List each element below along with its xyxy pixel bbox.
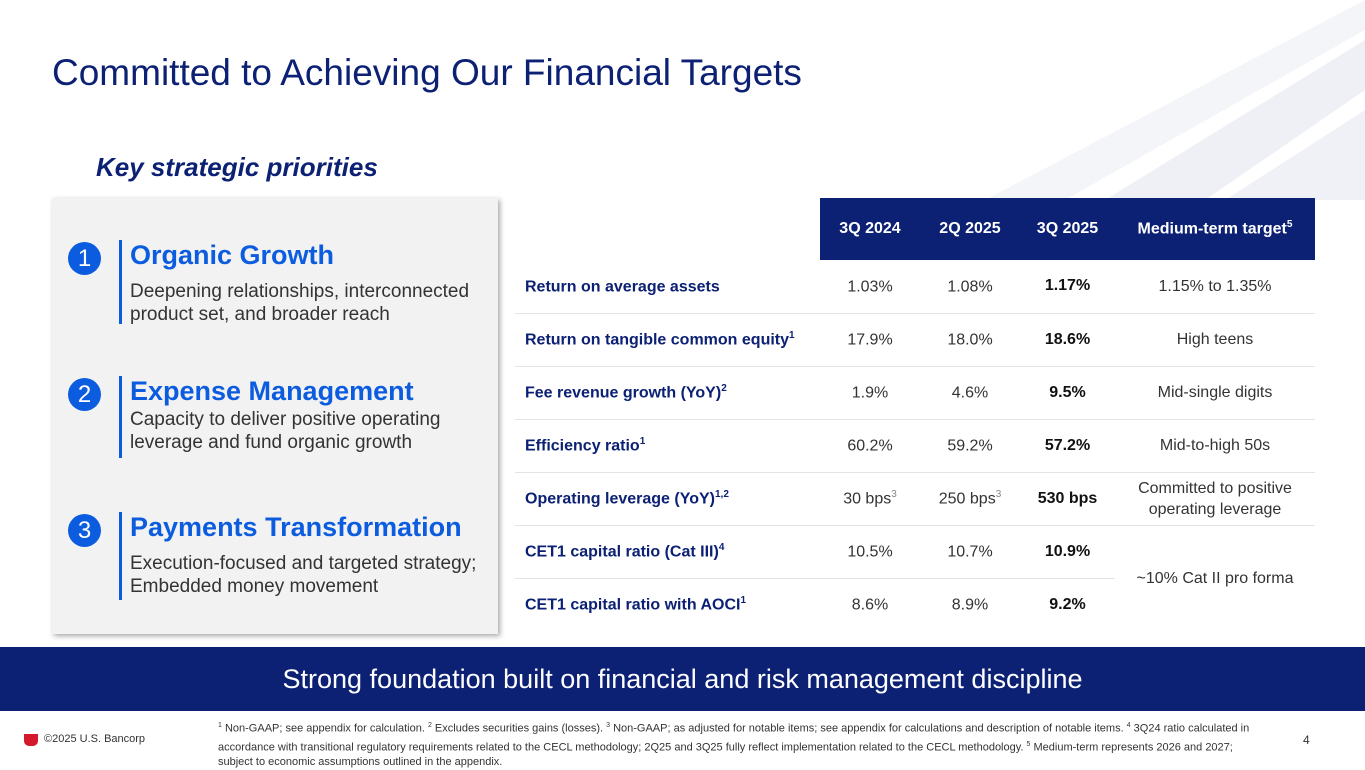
- metric-label: CET1 capital ratio with AOCI1: [525, 595, 746, 614]
- column-header: 3Q 2025: [1020, 198, 1115, 260]
- value-2q2025: 59.2%: [920, 419, 1020, 473]
- number-badge: 3: [68, 514, 101, 547]
- value-3q2024: 60.2%: [820, 419, 920, 473]
- value-3q2025: 57.2%: [1020, 419, 1115, 473]
- value-3q2024: 17.9%: [820, 313, 920, 367]
- value-3q2025: 9.5%: [1020, 366, 1115, 420]
- priorities-panel: 1 Organic Growth Deepening relationships…: [52, 198, 498, 634]
- medium-term-target: Mid-single digits: [1115, 366, 1315, 420]
- footnote-marker: 2: [427, 722, 432, 729]
- priority-heading: Payments Transformation: [130, 512, 462, 542]
- footnote-text: 3Q24 ratio calculated in accordance with…: [218, 722, 1250, 754]
- table-row: Operating leverage (YoY)1,2 30 bps3 250 bp…: [515, 472, 1315, 526]
- page-number: 4: [1303, 733, 1310, 747]
- metric-label: Return on tangible common equity1: [515, 313, 820, 367]
- footnote-text: Excludes securities gains (losses).: [431, 722, 607, 735]
- copyright: ©2025 U.S. Bancorp: [44, 733, 146, 745]
- section-subtitle: Key strategic priorities: [96, 152, 378, 182]
- footnote-marker: 4: [1126, 722, 1131, 729]
- footnote-text: Non-GAAP; see appendix for calculation.: [221, 722, 428, 735]
- value-2q2025: 10.7%: [920, 525, 1020, 579]
- metric-label: Return on average assets: [515, 260, 820, 314]
- table-row: CET1 capital ratio with AOCI1 8.6% 8.9% 9.2…: [515, 578, 1315, 631]
- page-title: Committed to Achieving Our Financial Tar…: [52, 52, 802, 93]
- value-3q2025: 530 bps: [1020, 472, 1115, 526]
- table-row: CET1 capital ratio (Cat III)4 10.5% 10.7% 1…: [515, 525, 1315, 587]
- number-badge: 2: [68, 378, 101, 411]
- metric-label: CET1 capital ratio (Cat III)4: [515, 525, 820, 579]
- medium-term-target: ~10% Cat II pro forma: [1136, 569, 1294, 587]
- value-3q2025: 1.17%: [1020, 260, 1115, 314]
- table-row: Efficiency ratio1 60.2% 59.2% 57.2% Mid-to-h…: [515, 419, 1315, 473]
- value-3q2024: 30 bps3: [820, 472, 920, 526]
- metric-label: Operating leverage (YoY)1,2: [515, 472, 820, 526]
- accent-bar: [119, 240, 122, 324]
- value-3q2025: 9.2%: [1049, 595, 1086, 613]
- priority-description: Capacity to deliver positive operating l…: [130, 409, 441, 453]
- priority-description: Deepening relationships, interconnected …: [130, 281, 470, 325]
- metric-label: Efficiency ratio1: [515, 419, 820, 473]
- value-3q2025: 10.9%: [1020, 525, 1115, 579]
- footnote-marker: 3: [606, 722, 611, 729]
- value-3q2025: 18.6%: [1020, 313, 1115, 367]
- value-2q2025: 4.6%: [920, 366, 1020, 420]
- medium-term-target: Mid-to-high 50s: [1115, 419, 1315, 473]
- value-3q2024: 10.5%: [820, 525, 920, 579]
- table-row: Fee revenue growth (YoY)2 1.9% 4.6% 9.5% Mid…: [515, 366, 1315, 420]
- column-header: Medium-term target5: [1115, 198, 1315, 260]
- value-2q2025: 18.0%: [920, 313, 1020, 367]
- value-3q2024: 1.03%: [820, 260, 920, 314]
- column-header: 3Q 2024: [820, 198, 920, 260]
- accent-bar: [119, 376, 122, 458]
- number-badge: 1: [68, 242, 101, 275]
- priority-heading: Organic Growth: [130, 240, 335, 270]
- value-3q2024: 8.6%: [851, 596, 889, 614]
- footnote-marker: 5: [1026, 740, 1031, 748]
- medium-term-target: 1.15% to 1.35%: [1115, 260, 1315, 314]
- value-2q2025: 250 bps3: [920, 472, 1020, 526]
- column-header: 2Q 2025: [920, 198, 1020, 260]
- footnote-text: Medium-term represents 2026 and 2027; su…: [218, 741, 1233, 769]
- table-row: Return on tangible common equity1 17.9% 18…: [515, 313, 1315, 367]
- medium-term-target: Committed to positive operating leverage: [1115, 472, 1315, 526]
- footnote-text: Non-GAAP; as adjusted for notable items;…: [610, 722, 1127, 735]
- footnotes: 1 Non-GAAP; see appendix for calculation…: [218, 718, 1258, 770]
- value-2q2025: 8.9%: [951, 596, 989, 614]
- banner: Strong foundation built on financial and…: [0, 647, 1365, 711]
- financial-targets-table: 3Q 2024 2Q 2025 3Q 2025 Medium-term targ…: [515, 198, 1315, 631]
- bank-logo-icon: [24, 734, 38, 746]
- value-3q2024: 1.9%: [820, 366, 920, 420]
- medium-term-target: High teens: [1115, 313, 1315, 367]
- decorative-stripes: [985, 0, 1365, 200]
- priority-description: Execution-focused and targeted strategy;…: [130, 553, 477, 597]
- value-2q2025: 1.08%: [920, 260, 1020, 314]
- metric-label: Fee revenue growth (YoY)2: [515, 366, 820, 420]
- accent-bar: [119, 512, 122, 600]
- table-row: Return on average assets 1.03% 1.08% 1.17% 1…: [515, 260, 1315, 314]
- priority-heading: Expense Management: [130, 376, 414, 406]
- footnote-marker: 1: [218, 722, 222, 729]
